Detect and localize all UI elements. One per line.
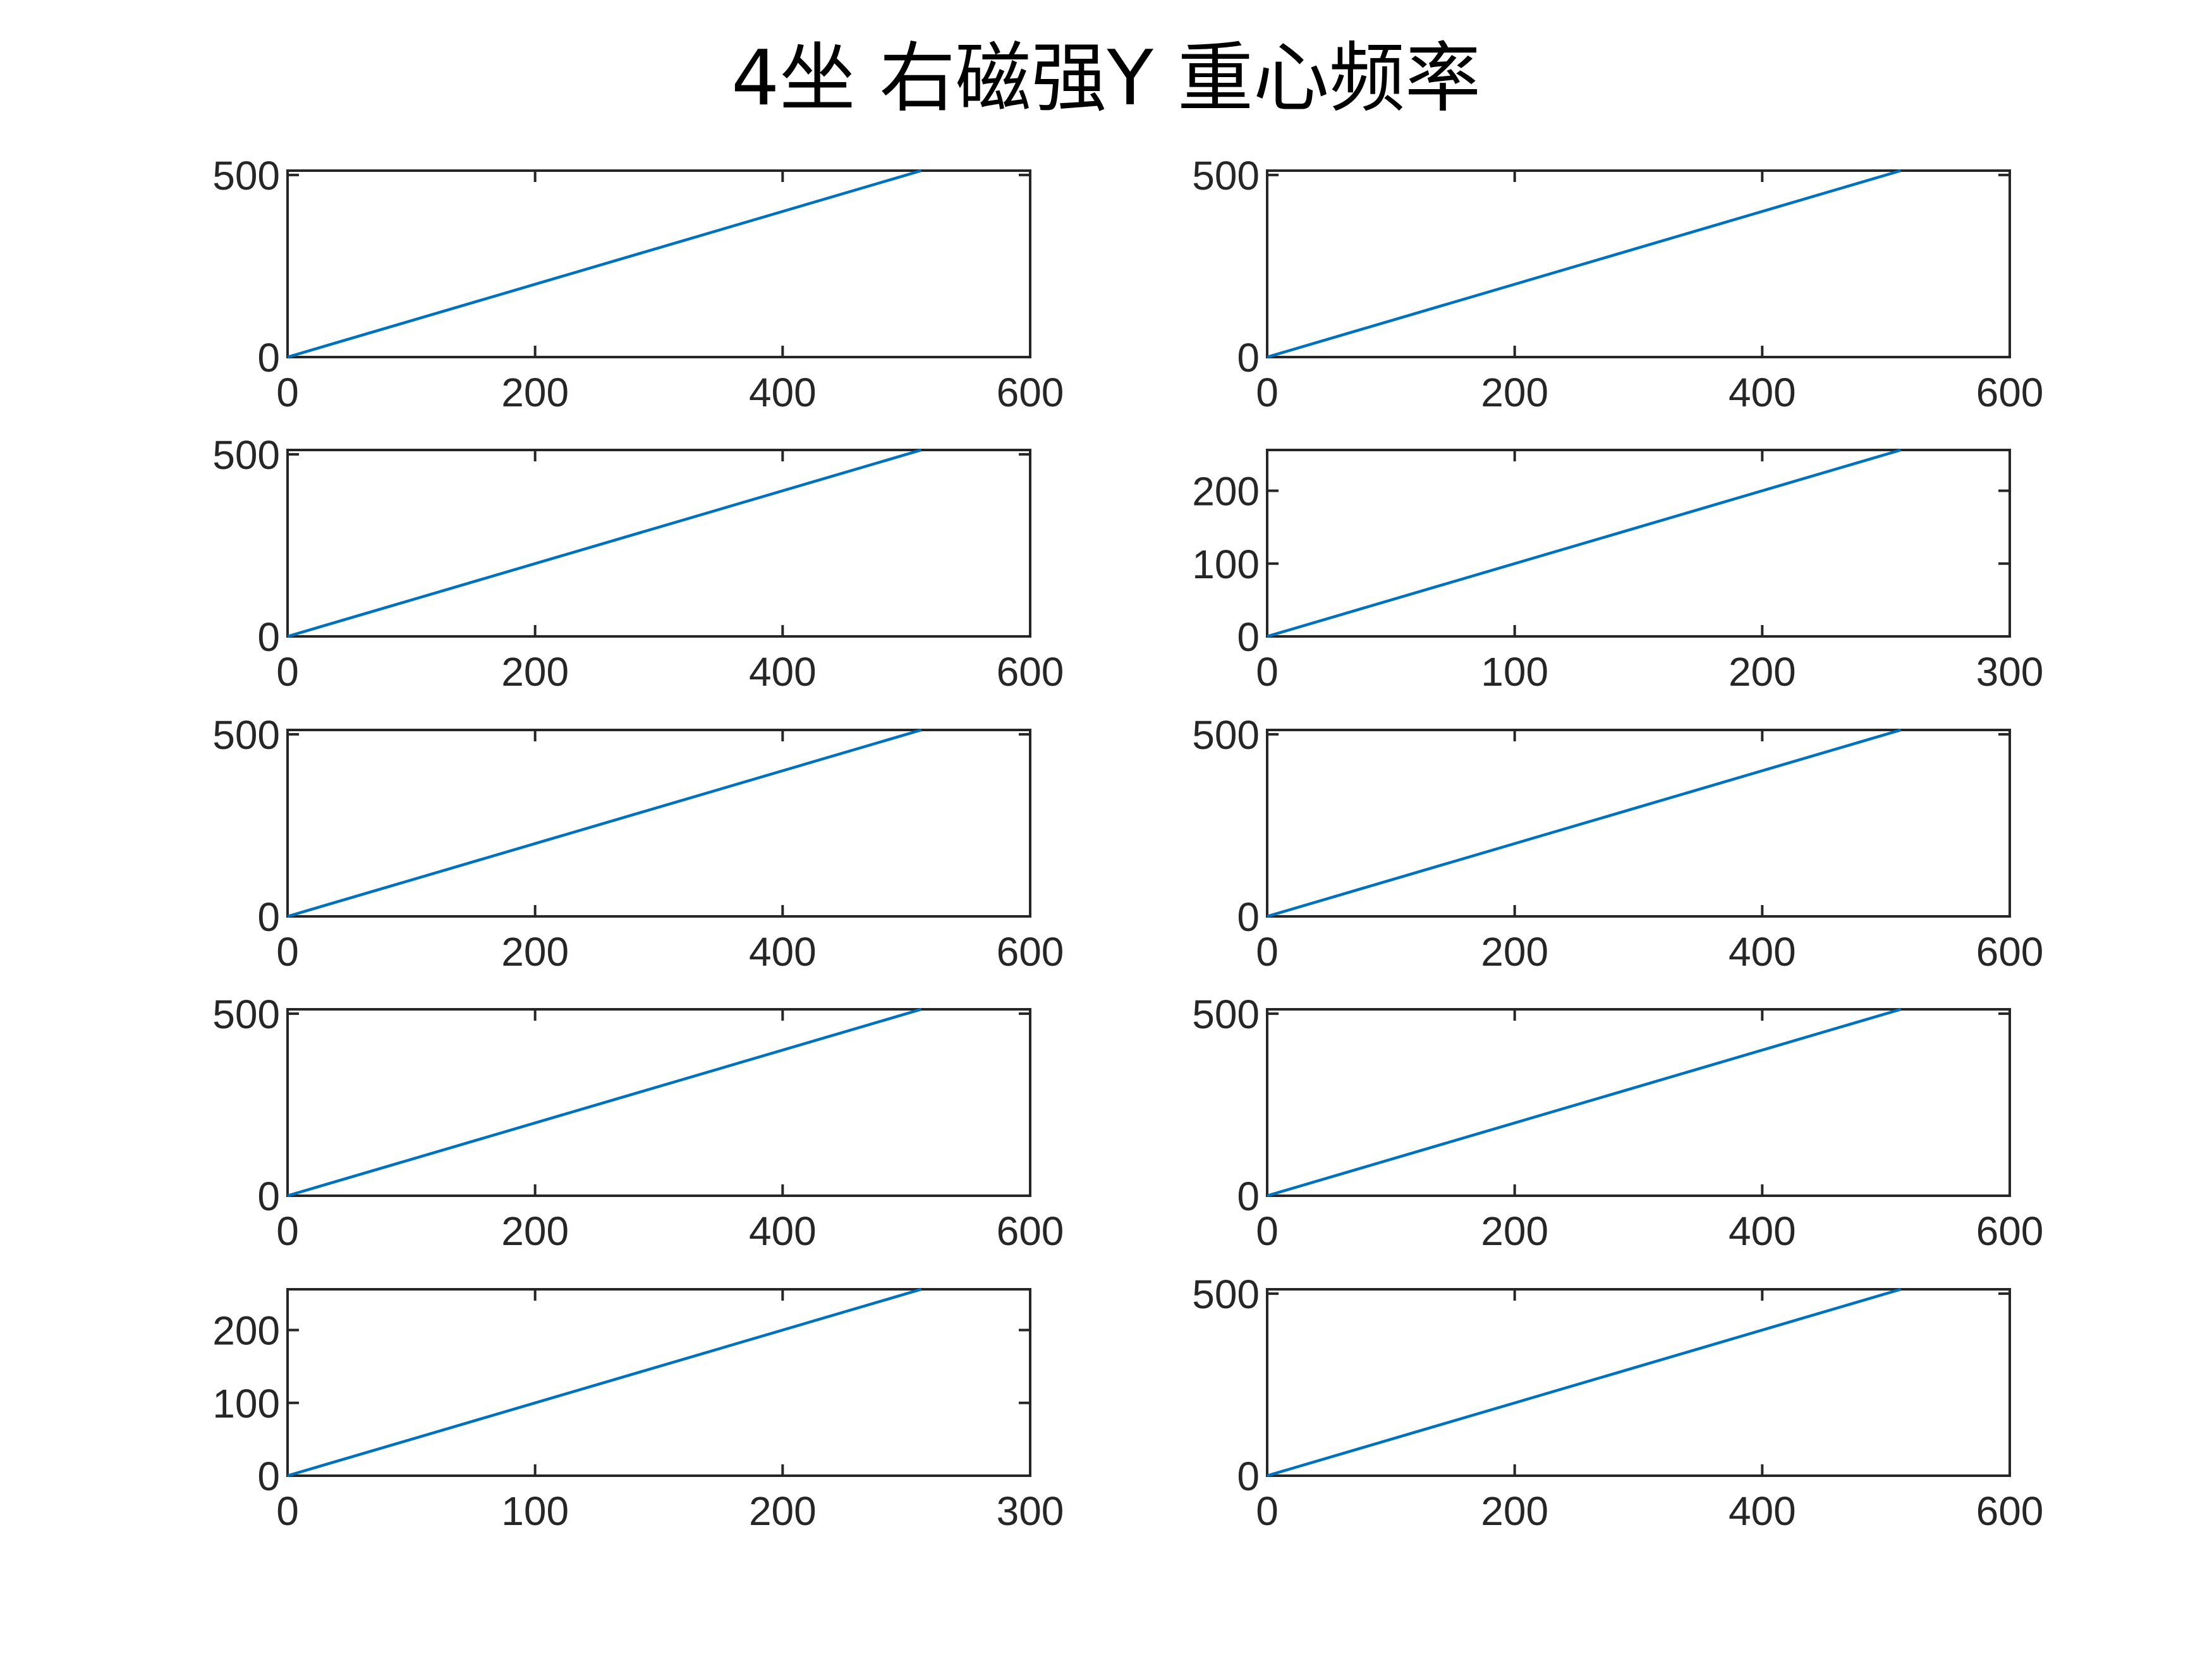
series-line xyxy=(287,448,922,638)
subplot-3: 0 200 400 600 0 500 xyxy=(212,432,1064,695)
series-line xyxy=(287,1287,922,1478)
subplot-10: 0 200 400 600 0 500 xyxy=(1192,1272,2043,1534)
x-tick-label: 400 xyxy=(749,929,817,975)
x-tick-label: 200 xyxy=(1729,649,1796,695)
y-tick-label: 0 xyxy=(1237,335,1260,380)
x-tick-label: 0 xyxy=(276,370,299,415)
y-tick-label: 500 xyxy=(212,432,280,478)
x-tick-label: 200 xyxy=(501,370,569,415)
x-tick-label: 400 xyxy=(1729,929,1796,975)
y-tick-label: 0 xyxy=(1237,1454,1260,1499)
x-tick-label: 100 xyxy=(1481,649,1548,695)
series-line xyxy=(1267,728,1902,918)
series-line xyxy=(1267,1007,1902,1198)
axes-frame xyxy=(286,1008,1031,1197)
series-line xyxy=(1267,448,1902,638)
x-tick-label: 200 xyxy=(1481,929,1548,975)
y-tick-label: 500 xyxy=(1192,712,1260,758)
axes-frame xyxy=(1266,729,2011,918)
y-tick-label: 0 xyxy=(257,335,280,380)
x-tick-label: 0 xyxy=(1256,370,1279,415)
x-tick-label: 600 xyxy=(997,370,1064,415)
subplot-9: 0 100 200 300 0 100 200 xyxy=(212,1287,1064,1534)
figure-title: 4坐 右磁强Y 重心频率 xyxy=(731,35,1481,123)
subplot-6: 0 200 400 600 0 500 xyxy=(1192,712,2043,975)
x-tick-label: 0 xyxy=(1256,1208,1279,1254)
x-tick-label: 200 xyxy=(1481,1208,1548,1254)
x-tick-label: 400 xyxy=(749,649,817,695)
axes-frame xyxy=(286,1288,1031,1477)
subplot-4: 0 100 200 300 0 100 200 xyxy=(1192,448,2044,695)
y-tick-label: 0 xyxy=(257,614,280,660)
x-tick-label: 200 xyxy=(1481,370,1548,415)
subplot-8: 0 200 400 600 0 500 xyxy=(1192,992,2043,1254)
x-tick-label: 300 xyxy=(997,1488,1064,1534)
x-tick-label: 0 xyxy=(1256,649,1279,695)
subplot-1: 0 200 400 600 0 500 xyxy=(212,153,1064,415)
x-tick-label: 600 xyxy=(1976,370,2044,415)
x-tick-label: 0 xyxy=(276,1488,299,1534)
series-line xyxy=(287,169,922,359)
x-tick-label: 600 xyxy=(997,649,1064,695)
x-tick-label: 200 xyxy=(1481,1488,1548,1534)
x-tick-label: 400 xyxy=(1729,1208,1796,1254)
y-tick-label: 0 xyxy=(257,1174,280,1219)
x-tick-label: 400 xyxy=(1729,370,1796,415)
y-tick-label: 0 xyxy=(1237,614,1260,660)
y-tick-label: 0 xyxy=(257,894,280,940)
y-tick-label: 0 xyxy=(257,1454,280,1499)
x-tick-label: 200 xyxy=(501,1208,569,1254)
y-tick-label: 500 xyxy=(1192,153,1260,198)
x-tick-label: 0 xyxy=(276,929,299,975)
x-tick-label: 0 xyxy=(1256,1488,1279,1534)
x-tick-label: 0 xyxy=(276,649,299,695)
x-tick-label: 0 xyxy=(1256,929,1279,975)
axes-frame xyxy=(1266,169,2011,358)
y-tick-label: 100 xyxy=(1192,542,1260,587)
x-tick-label: 600 xyxy=(1976,929,2044,975)
series-line xyxy=(1267,1287,1902,1478)
x-tick-label: 400 xyxy=(1729,1488,1796,1534)
axes-frame xyxy=(286,169,1031,358)
series-line xyxy=(287,728,922,918)
x-tick-label: 200 xyxy=(749,1488,817,1534)
y-tick-label: 500 xyxy=(1192,992,1260,1037)
axes-frame xyxy=(286,449,1031,638)
y-tick-label: 500 xyxy=(1192,1272,1260,1317)
series-line xyxy=(1267,169,1902,359)
y-tick-label: 500 xyxy=(212,153,280,198)
axes-frame xyxy=(1266,1288,2011,1477)
x-tick-label: 100 xyxy=(501,1488,569,1534)
x-tick-label: 600 xyxy=(1976,1488,2044,1534)
y-tick-label: 0 xyxy=(1237,894,1260,940)
y-tick-label: 200 xyxy=(1192,469,1260,514)
x-tick-label: 600 xyxy=(997,929,1064,975)
y-tick-label: 500 xyxy=(212,992,280,1037)
y-tick-label: 500 xyxy=(212,712,280,758)
y-tick-label: 200 xyxy=(212,1308,280,1354)
x-tick-label: 400 xyxy=(749,1208,817,1254)
subplot-7: 0 200 400 600 0 500 xyxy=(212,992,1064,1254)
x-tick-label: 600 xyxy=(997,1208,1064,1254)
y-tick-label: 0 xyxy=(1237,1174,1260,1219)
y-tick-label: 100 xyxy=(212,1381,280,1426)
subplot-2: 0 200 400 600 0 500 xyxy=(1192,153,2043,415)
x-tick-label: 200 xyxy=(501,649,569,695)
x-tick-label: 200 xyxy=(501,929,569,975)
x-tick-label: 600 xyxy=(1976,1208,2044,1254)
axes-frame xyxy=(1266,1008,2011,1197)
subplot-5: 0 200 400 600 0 500 xyxy=(212,712,1064,975)
series-line xyxy=(287,1007,922,1198)
axes-frame xyxy=(1266,449,2011,638)
x-tick-label: 300 xyxy=(1976,649,2044,695)
axes-frame xyxy=(286,729,1031,918)
x-tick-label: 0 xyxy=(276,1208,299,1254)
subplot-grid: 0 200 400 600 0 500 0 200 400 600 0 500 0 200 400 600 0 5… xyxy=(212,153,2043,1534)
x-tick-label: 400 xyxy=(749,370,817,415)
